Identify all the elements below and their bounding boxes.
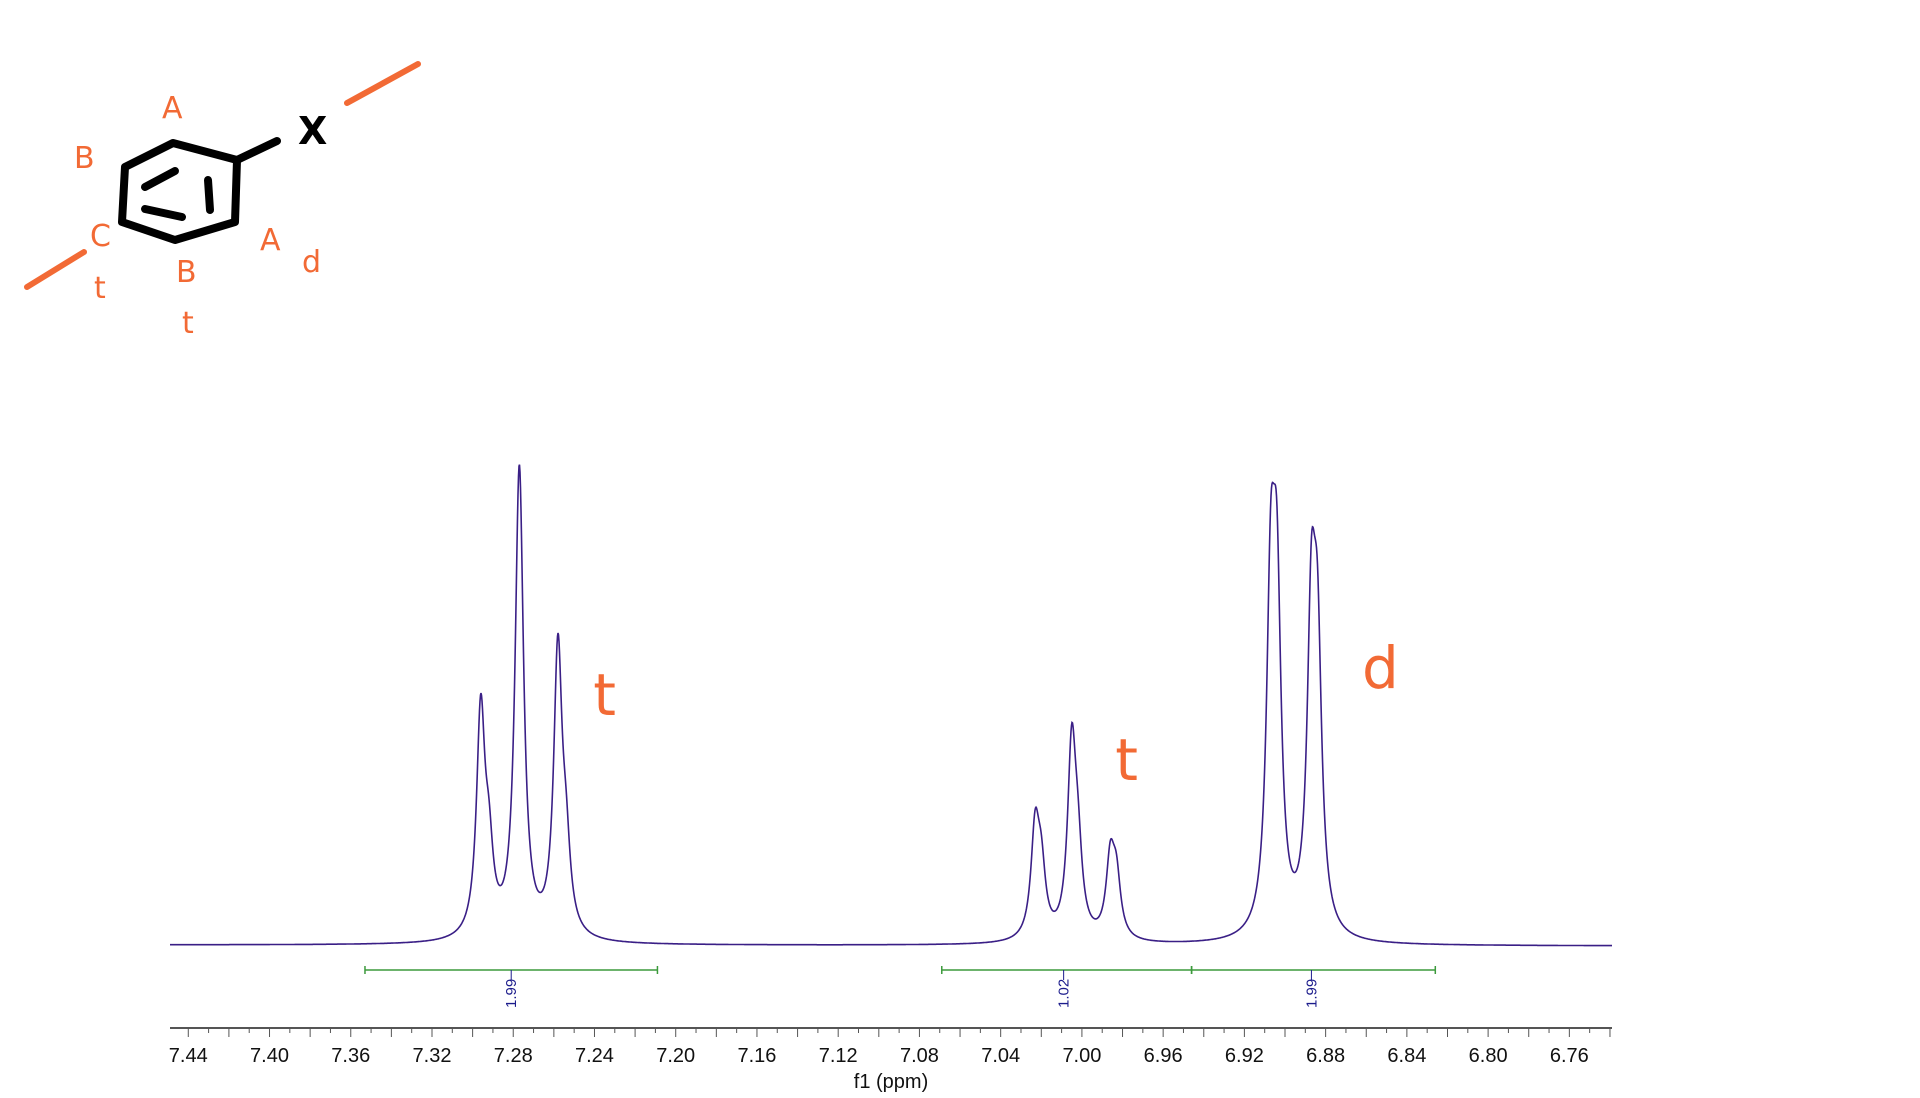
chain-line [24, 249, 87, 290]
x-tick-label: 7.20 [656, 1045, 695, 1067]
x-tick-label: 6.76 [1550, 1045, 1589, 1067]
proton-label-a: A [162, 91, 183, 126]
x-tick-label: 7.36 [331, 1045, 370, 1067]
substituent-bond [233, 137, 281, 164]
spectrum-line [170, 464, 1612, 947]
proton-label-a: A [260, 223, 281, 258]
integral-value: 1.02 [1056, 979, 1073, 1008]
x-tick-label: 7.12 [819, 1045, 858, 1067]
multiplicity-d: d [302, 245, 321, 280]
double-bond [141, 205, 186, 221]
proton-label-b: B [176, 255, 197, 290]
x-tick-label: 6.88 [1306, 1045, 1345, 1067]
x-tick-label: 6.92 [1225, 1045, 1264, 1067]
multiplet-annotations: t t d [593, 634, 1399, 794]
integral-value: 1.99 [503, 979, 520, 1008]
annotation-lines [24, 61, 421, 290]
proton-label-c: C [90, 219, 111, 254]
integrals: 1.99 1.02 1.99 [364, 966, 1437, 1008]
multiplicity-t: t [94, 271, 106, 306]
x-tick-label: 7.40 [250, 1045, 289, 1067]
benzene-structure [118, 137, 281, 244]
substituent-x: X [298, 109, 327, 153]
multiplicity-t: t [182, 306, 194, 341]
x-tick-label: 7.08 [900, 1045, 939, 1067]
chain-line [344, 61, 421, 106]
x-axis-title: f1 (ppm) [854, 1071, 928, 1093]
proton-label-b: B [74, 141, 95, 176]
x-axis: 7.44 7.40 7.36 7.32 7.28 7.24 7.20 7.16 7.12 7.08… [169, 1027, 1612, 1067]
x-tick-label: 6.80 [1469, 1045, 1508, 1067]
x-tick-label: 7.04 [981, 1045, 1020, 1067]
x-tick-label: 7.16 [737, 1045, 776, 1067]
benzene-ring [118, 139, 241, 244]
double-bond [204, 176, 214, 214]
x-tick-label: 7.44 [169, 1045, 208, 1067]
x-tick-label: 6.84 [1387, 1045, 1426, 1067]
x-tick-label: 7.28 [494, 1045, 533, 1067]
double-bond [141, 167, 179, 191]
x-tick-label: 6.96 [1144, 1045, 1183, 1067]
x-tick-label: 7.32 [413, 1045, 452, 1067]
integral-value: 1.99 [1303, 979, 1320, 1008]
multiplicity-annotation: d [1362, 634, 1399, 702]
multiplicity-annotation: t [1115, 726, 1138, 794]
x-tick-label: 7.00 [1062, 1045, 1101, 1067]
x-tick-label: 7.24 [575, 1045, 614, 1067]
multiplicity-annotation: t [593, 661, 616, 729]
